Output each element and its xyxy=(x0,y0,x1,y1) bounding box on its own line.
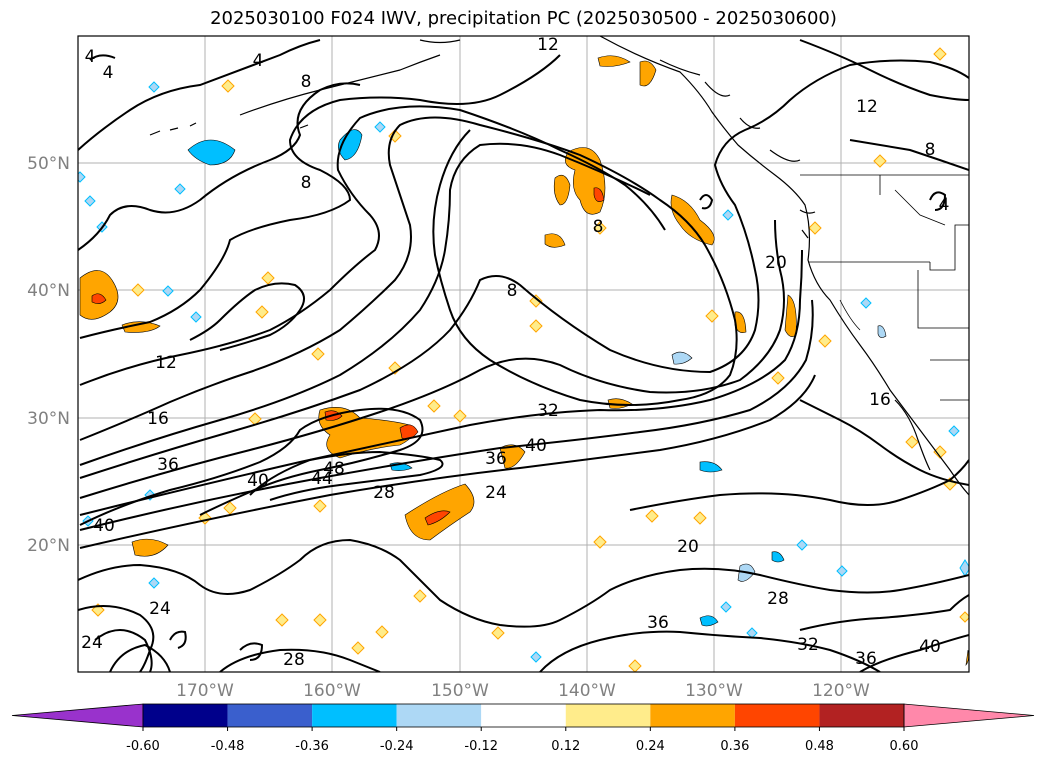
contour-label: 4 xyxy=(253,51,264,71)
contour-label: 24 xyxy=(485,483,507,503)
lon-label: 120°W xyxy=(812,681,870,701)
lon-label: 140°W xyxy=(558,681,616,701)
colorbar-tick-label: -0.48 xyxy=(211,739,245,754)
contour-label: 4 xyxy=(939,195,950,215)
contour-label: 28 xyxy=(767,589,789,609)
lat-label: 40°N xyxy=(27,281,70,301)
contour-label: 40 xyxy=(247,471,269,491)
contour-label: 8 xyxy=(925,140,936,160)
contour-label: 48 xyxy=(323,459,345,479)
contour-label: 44 xyxy=(311,469,333,489)
colorbar-tick-label: 0.36 xyxy=(720,739,749,754)
lon-label: 150°W xyxy=(431,681,489,701)
colorbar-extend-low xyxy=(11,703,144,728)
contour-label: 36 xyxy=(855,649,877,669)
colorbar-tick-label: -0.36 xyxy=(295,739,329,754)
contour-label: 16 xyxy=(869,390,891,410)
contour-label: 24 xyxy=(149,599,171,619)
contour-label: 12 xyxy=(856,97,878,117)
contour-label: 8 xyxy=(593,217,604,237)
colorbar-tick-label: -0.60 xyxy=(126,739,160,754)
colorbar-segment xyxy=(227,704,313,727)
precip-pc-small-cells xyxy=(91,47,969,672)
contour-label: 36 xyxy=(647,613,669,633)
political-borders xyxy=(800,174,969,401)
map-panel xyxy=(78,36,969,672)
contour-label: 28 xyxy=(373,483,395,503)
lat-label: 20°N xyxy=(27,536,70,556)
contour-label: 8 xyxy=(301,72,312,92)
lon-label: 160°W xyxy=(303,681,361,701)
iwv-contours xyxy=(78,39,969,672)
colorbar-segment xyxy=(481,704,566,727)
contour-label: 8 xyxy=(507,281,518,301)
contour-label: 32 xyxy=(797,635,819,655)
gridlines xyxy=(78,36,969,672)
contour-label: 4 xyxy=(85,47,96,67)
colorbar-frame xyxy=(142,703,905,728)
colorbar-segment xyxy=(734,704,820,727)
lon-label: 130°W xyxy=(685,681,743,701)
colorbar-tick-label: -0.24 xyxy=(380,739,414,754)
lat-label: 30°N xyxy=(27,409,70,429)
contour-label: 36 xyxy=(157,455,179,475)
colorbar-segment xyxy=(819,704,904,727)
contour-label: 20 xyxy=(677,537,699,557)
contour-label: 32 xyxy=(537,401,559,421)
contour-label: 28 xyxy=(283,650,305,670)
colorbar-tick-label: -0.12 xyxy=(464,739,498,754)
lon-label: 170°W xyxy=(176,681,234,701)
contour-label: 36 xyxy=(485,449,507,469)
colorbar-segment xyxy=(650,704,735,727)
contour-label: 20 xyxy=(765,253,787,273)
contour-label: 40 xyxy=(525,436,547,456)
contour-label: 24 xyxy=(81,633,103,653)
colorbar-segment xyxy=(396,704,482,727)
contour-labels: 4 4 4 8 8 8 8 8 12 12 12 16 16 20 20 24 … xyxy=(81,35,950,670)
colorbar-segment xyxy=(143,704,228,727)
lat-label: 50°N xyxy=(27,154,70,174)
colorbar-tick-label: 0.48 xyxy=(805,739,834,754)
coastlines xyxy=(149,36,969,496)
colorbar-tick-label: 0.60 xyxy=(890,739,919,754)
colorbar-segment xyxy=(312,704,397,727)
contour-label: 12 xyxy=(155,353,177,373)
contour-label: 4 xyxy=(103,63,114,83)
latitude-labels: 50°N 40°N 30°N 20°N xyxy=(27,154,70,556)
colorbar-segment xyxy=(565,704,651,727)
colorbar-ticks: -0.60 -0.48 -0.36 -0.24 -0.12 0.12 0.24 0.36 0.4… xyxy=(126,727,918,754)
contour-label: 40 xyxy=(93,516,115,536)
contour-label: 16 xyxy=(147,409,169,429)
contour-label: 40 xyxy=(919,637,941,657)
precip-pc-negative-cells xyxy=(187,129,887,627)
contour-label: 8 xyxy=(301,173,312,193)
colorbar-tick-label: 0.12 xyxy=(551,739,580,754)
colorbar: -0.60 -0.48 -0.36 -0.24 -0.12 0.12 0.24 0.36 0.4… xyxy=(11,703,1035,754)
colorbar-extend-high xyxy=(903,703,1035,728)
longitude-labels: 170°W 160°W 150°W 140°W 130°W 120°W xyxy=(176,681,870,701)
map-title: 2025030100 F024 IWV, precipitation PC (2… xyxy=(210,8,837,29)
map-frame xyxy=(77,35,970,673)
contour-label: 12 xyxy=(537,35,559,55)
colorbar-tick-label: 0.24 xyxy=(636,739,665,754)
colorbar-segments xyxy=(11,703,1035,728)
